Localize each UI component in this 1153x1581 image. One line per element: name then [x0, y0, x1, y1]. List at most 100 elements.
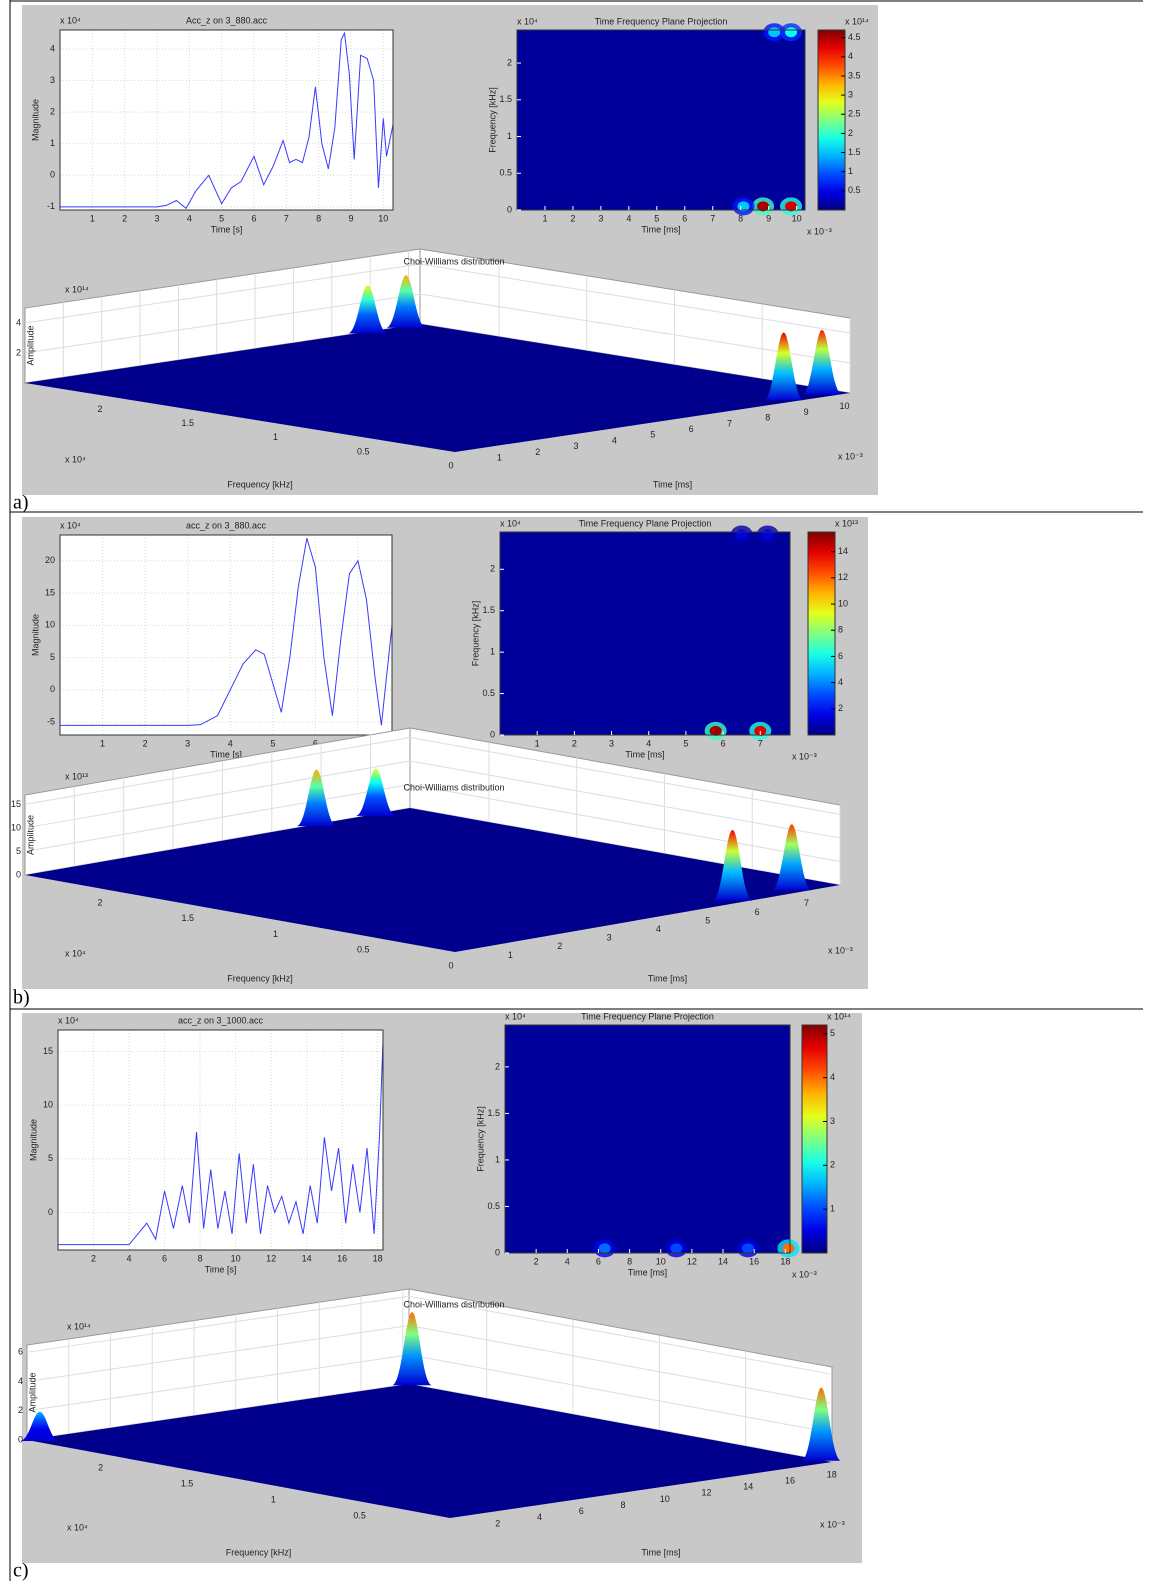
y-tick-label: 2	[495, 1061, 500, 1071]
y-tick-label: 2	[98, 1463, 103, 1473]
grid-line	[24, 736, 841, 815]
x-tick-label: 10	[660, 1494, 670, 1504]
z-axis-label: Amplitude	[25, 815, 35, 855]
y-exponent: x 10⁴	[58, 1015, 79, 1025]
x-tick-label: 14	[302, 1253, 312, 1263]
z-tick-label: 6	[18, 1347, 23, 1357]
x-tick-label: 12	[701, 1488, 711, 1498]
y-tick-label: 4	[50, 43, 55, 53]
x-tick-label: 8	[627, 1256, 632, 1266]
x-tick-label: 4	[646, 738, 651, 748]
y-exponent: x 10⁴	[505, 1011, 526, 1021]
plot-frame	[499, 531, 791, 736]
surface-peak	[801, 1387, 842, 1461]
y-tick-label: 5	[48, 1153, 53, 1163]
x-tick-label: 8	[738, 213, 743, 223]
x-tick-label: 3	[185, 738, 190, 748]
x-tick-label: 1	[542, 213, 547, 223]
y-tick-label: 1	[273, 929, 278, 939]
y-axis-label: Frequency [kHz]	[470, 601, 480, 667]
plot-frame	[59, 534, 393, 736]
y-tick-label: 0.5	[499, 168, 512, 178]
x-tick-label: 18	[373, 1253, 383, 1263]
colorbar	[817, 29, 846, 211]
y-axis-label: Frequency [kHz]	[226, 1547, 292, 1557]
y-axis-label: Frequency [kHz]	[227, 973, 293, 983]
x-tick-label: 1	[100, 738, 105, 748]
x-tick-label: 2	[143, 738, 148, 748]
y-tick-label: 1	[495, 1154, 500, 1164]
data-line	[58, 1040, 384, 1246]
y-tick-label: 1	[271, 1495, 276, 1505]
colorbar-tick-label: 5	[830, 1028, 835, 1038]
y-tick-label: 1.5	[181, 1479, 194, 1489]
colorbar-tick-label: 3	[830, 1116, 835, 1126]
colorbar-tick-label: 2.5	[848, 109, 861, 119]
y-tick-label: 0	[448, 960, 453, 970]
data-line	[60, 31, 394, 210]
x-tick-label: 18	[827, 1469, 837, 1479]
x-tick-label: 7	[710, 213, 715, 223]
y-tick-label: 3	[50, 75, 55, 85]
colorbar-exponent: x 10¹⁴	[845, 16, 869, 26]
colorbar-tick-label: 6	[838, 651, 843, 661]
heatmap-field	[517, 30, 805, 210]
surface-floor	[25, 324, 850, 452]
x-tick-label: 4	[187, 213, 192, 223]
colorbar-tick-label: 1	[848, 166, 853, 176]
x-axis-label: Time [ms]	[625, 749, 664, 759]
x-tick-label: 2	[570, 213, 575, 223]
y-exponent: x 10⁴	[500, 518, 521, 528]
hotspot	[782, 1243, 795, 1254]
z-exponent: x 10¹⁴	[67, 1321, 91, 1331]
x-axis-label: Time [ms]	[628, 1267, 667, 1277]
grid-line	[26, 1295, 833, 1375]
x-tick-label: 2	[535, 447, 540, 457]
x-tick-label: 4	[127, 1253, 132, 1263]
x-axis-label: Time [s]	[205, 1264, 237, 1274]
colorbar-tick-label: 4	[848, 51, 853, 61]
y-axis-label: Frequency [kHz]	[227, 479, 293, 489]
y-exponent: x 10⁴	[60, 15, 81, 25]
grid-line	[24, 783, 841, 862]
x-tick-label: 3	[609, 738, 614, 748]
x-tick-label: 16	[337, 1253, 347, 1263]
y-tick-label: 0	[50, 170, 55, 180]
y-tick-label: 10	[43, 1099, 53, 1109]
y-tick-label: 1	[50, 138, 55, 148]
panel-label: b)	[13, 987, 30, 1009]
x-tick-label: 4	[612, 435, 617, 445]
y-tick-label: 2	[97, 404, 102, 414]
x-tick-label: 7	[727, 418, 732, 428]
hotspot	[735, 529, 748, 540]
y-tick-label: 2	[490, 564, 495, 574]
x-tick-label: 8	[765, 413, 770, 423]
y-tick-label: 5	[50, 652, 55, 662]
x-tick-label: 14	[743, 1482, 753, 1492]
x-tick-label: 4	[228, 738, 233, 748]
x-tick-label: 3	[598, 213, 603, 223]
z-tick-label: 2	[16, 347, 21, 357]
colorbar-tick-label: 2	[838, 703, 843, 713]
colorbar-exponent: x 10¹³	[835, 518, 858, 528]
x-tick-label: 2	[91, 1253, 96, 1263]
plot-area	[60, 535, 392, 735]
x-tick-label: 10	[231, 1253, 241, 1263]
x-tick-label: 3	[574, 441, 579, 451]
x-tick-label: 6	[162, 1253, 167, 1263]
y-tick-label: -1	[47, 201, 55, 211]
hotspot	[761, 529, 774, 540]
x-tick-label: 2	[534, 1256, 539, 1266]
x-tick-label: 2	[122, 213, 127, 223]
chart-title: Acc_z on 3_880.acc	[186, 15, 268, 25]
x-exponent: x 10⁻³	[807, 226, 832, 236]
x-axis-label: Time [s]	[211, 224, 243, 234]
panel-label: c)	[13, 1560, 29, 1581]
y-exponent: x 10⁴	[517, 16, 538, 26]
hotspot	[785, 201, 798, 212]
colorbar-tick-label: 4.5	[848, 32, 861, 42]
y-tick-label: 20	[45, 555, 55, 565]
surface-peak	[392, 1312, 433, 1386]
y-exponent: x 10⁴	[65, 948, 86, 958]
